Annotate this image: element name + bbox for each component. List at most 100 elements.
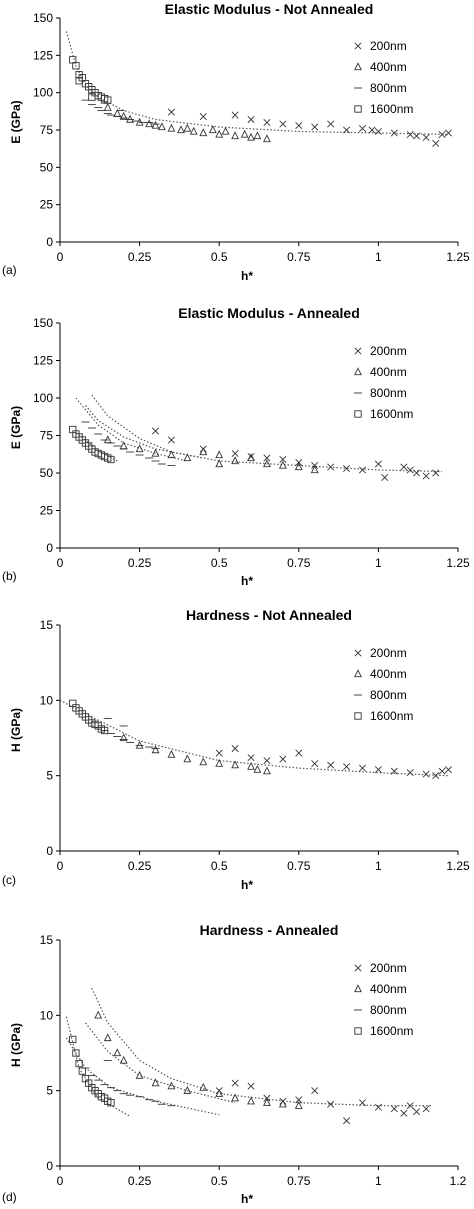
data-point-200nm <box>279 120 287 128</box>
series-400nm <box>119 733 271 775</box>
data-point-200nm <box>247 116 255 124</box>
trend-line <box>91 394 443 473</box>
data-point-400nm <box>151 1078 160 1087</box>
data-point-200nm <box>311 760 319 768</box>
data-point-200nm <box>311 123 319 131</box>
data-point-400nm <box>167 450 176 459</box>
series-800nm <box>81 421 176 466</box>
data-point-400nm <box>253 764 262 773</box>
data-point-400nm <box>215 459 224 468</box>
chart-title: Hardness - Annealed <box>200 922 339 938</box>
data-point-200nm <box>422 1105 430 1113</box>
legend-label: 1600nm <box>370 1024 413 1038</box>
series-1600nm <box>69 56 112 104</box>
data-point-200nm <box>263 119 271 127</box>
data-point-1600nm <box>100 726 109 735</box>
x-tick-label: 0.5 <box>211 250 228 264</box>
data-point-400nm <box>215 1088 224 1097</box>
data-point-1600nm <box>88 93 96 101</box>
y-axis-label: H (GPa) <box>9 708 23 752</box>
legend-marker-1600nm <box>354 410 362 418</box>
data-point-1600nm <box>75 77 83 85</box>
trend-line <box>65 1016 131 1117</box>
data-point-400nm <box>310 465 319 474</box>
data-point-400nm <box>183 754 192 763</box>
data-point-200nm <box>444 766 452 774</box>
series-200nm <box>152 427 440 482</box>
data-point-1600nm <box>69 1035 77 1044</box>
chart-title: Elastic Modulus - Annealed <box>178 305 360 321</box>
legend-label: 400nm <box>370 365 407 379</box>
data-point-200nm <box>422 133 430 141</box>
y-tick-label: 25 <box>40 198 54 212</box>
legend-label: 800nm <box>370 386 407 400</box>
series-200nm <box>215 1079 430 1125</box>
data-point-400nm <box>215 450 224 459</box>
data-point-200nm <box>231 449 239 458</box>
series-200nm <box>167 108 452 147</box>
y-tick-label: 0 <box>46 1159 53 1173</box>
series-1600nm <box>69 1035 115 1107</box>
legend-label: 200nm <box>370 39 407 53</box>
data-point-400nm <box>247 761 255 770</box>
data-point-400nm <box>199 128 208 137</box>
trend-line <box>65 1037 220 1116</box>
x-tick-label: 0.75 <box>287 1174 311 1188</box>
data-point-200nm <box>381 473 389 482</box>
chart-panel-3: Hardness - Not Annealed 0 5 10 15 0 0.25 0.5 0.7… <box>2 607 470 892</box>
chart-panel-2: Elastic Modulus - Annealed 0 25 50 75 100 125 1… <box>2 305 470 588</box>
y-tick-label: 125 <box>33 354 53 368</box>
series-1600nm <box>69 425 115 464</box>
data-point-400nm <box>247 453 255 462</box>
data-point-400nm <box>278 460 287 469</box>
data-point-400nm <box>119 441 128 450</box>
series-400nm <box>94 1010 303 1109</box>
panel-tag: (c) <box>2 873 16 887</box>
data-point-200nm <box>400 463 408 471</box>
x-axis-label: h* <box>241 878 253 892</box>
data-point-200nm <box>343 763 351 771</box>
data-point-400nm <box>215 129 224 138</box>
data-point-200nm <box>406 1102 414 1110</box>
series-800nm <box>87 717 160 749</box>
data-point-400nm <box>294 1101 303 1109</box>
data-point-400nm <box>119 733 128 742</box>
legend-marker-400nm <box>354 984 362 993</box>
data-point-400nm <box>135 1070 144 1079</box>
x-tick-label: 1.25 <box>446 250 470 264</box>
data-point-1600nm <box>75 1059 83 1068</box>
data-point-400nm <box>151 448 160 457</box>
data-point-400nm <box>126 114 134 123</box>
y-tick-label: 150 <box>33 11 53 25</box>
data-point-400nm <box>263 134 271 143</box>
data-point-400nm <box>177 125 185 134</box>
y-tick-label: 0 <box>46 235 53 249</box>
y-tick-label: 10 <box>40 693 54 707</box>
data-point-200nm <box>231 1079 239 1087</box>
data-point-400nm <box>135 117 144 126</box>
data-point-200nm <box>343 1117 351 1125</box>
x-tick-label: 0.5 <box>211 556 228 570</box>
x-tick-label: 0 <box>57 556 64 570</box>
panel-tag: (b) <box>2 569 17 583</box>
data-point-200nm <box>295 1096 303 1104</box>
data-point-400nm <box>189 126 198 135</box>
y-tick-label: 75 <box>40 123 54 137</box>
data-point-400nm <box>119 111 128 120</box>
data-point-400nm <box>240 129 249 138</box>
data-point-400nm <box>231 456 240 465</box>
data-point-400nm <box>231 760 240 769</box>
y-tick-label: 50 <box>40 160 54 174</box>
x-tick-label: 0.5 <box>211 859 228 873</box>
data-point-400nm <box>103 435 112 444</box>
data-point-400nm <box>199 757 208 766</box>
data-point-200nm <box>358 466 366 474</box>
data-point-200nm <box>358 1099 366 1107</box>
data-point-200nm <box>327 120 335 128</box>
data-point-200nm <box>438 767 446 775</box>
y-tick-label: 0 <box>46 541 53 555</box>
data-point-200nm <box>444 129 452 137</box>
y-tick-label: 125 <box>33 48 53 62</box>
data-point-400nm <box>263 1098 271 1106</box>
legend-label: 400nm <box>370 60 407 74</box>
